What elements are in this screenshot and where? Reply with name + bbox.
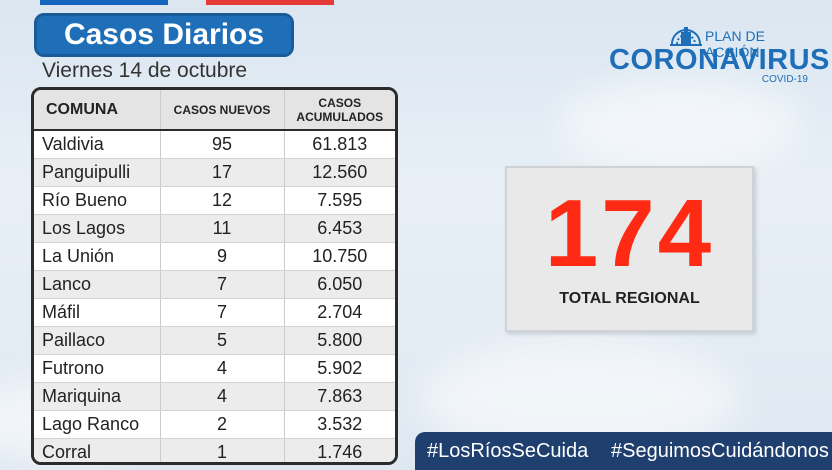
cell-comuna: Panguipulli: [34, 158, 161, 187]
flag-stripe: [40, 0, 334, 5]
cell-comuna: La Unión: [34, 242, 161, 271]
background-cloud: [560, 80, 800, 170]
table-row: Paillaco 5 5.800: [34, 326, 395, 355]
chilean-government-emblem-icon: [670, 27, 702, 46]
hashtag-bar: #LosRíosSeCuida #SeguimosCuidándonos: [415, 432, 832, 470]
page-title: Casos Diarios: [34, 13, 294, 57]
table-row: Río Bueno 12 7.595: [34, 186, 395, 215]
cell-casos-acumulados: 61.813: [284, 130, 395, 159]
cell-comuna: Lanco: [34, 270, 161, 299]
cell-casos-nuevos: 2: [160, 410, 285, 439]
cell-comuna: Mariquina: [34, 382, 161, 411]
cell-comuna: Paillaco: [34, 326, 161, 355]
cell-casos-acumulados: 10.750: [284, 242, 395, 271]
cell-casos-nuevos: 5: [160, 326, 285, 355]
cell-casos-nuevos: 4: [160, 382, 285, 411]
total-regional-card: 174 TOTAL REGIONAL: [505, 166, 754, 332]
column-header-casos-nuevos: CASOS NUEVOS: [160, 90, 285, 131]
cell-casos-acumulados: 6.050: [284, 270, 395, 299]
cell-comuna: Río Bueno: [34, 186, 161, 215]
table-row: Mariquina 4 7.863: [34, 382, 395, 411]
table-row: Valdivia 95 61.813: [34, 130, 395, 159]
table-row: Máfil 7 2.704: [34, 298, 395, 327]
logo-title: CORONAVIRUS: [609, 44, 830, 76]
column-header-casos-acumulados: CASOS ACUMULADOS: [284, 90, 395, 131]
cell-casos-nuevos: 95: [160, 130, 285, 159]
cell-comuna: Los Lagos: [34, 214, 161, 243]
cases-table: COMUNA CASOS NUEVOS CASOS ACUMULADOS Val…: [31, 87, 398, 465]
table-row: Lanco 7 6.050: [34, 270, 395, 299]
cell-casos-acumulados: 6.453: [284, 214, 395, 243]
cell-casos-nuevos: 9: [160, 242, 285, 271]
hashtag-seguimos: #SeguimosCuidándonos: [611, 440, 829, 462]
cell-casos-nuevos: 4: [160, 354, 285, 383]
cell-comuna: Corral: [34, 438, 161, 462]
column-header-comuna: COMUNA: [34, 90, 161, 131]
cell-casos-nuevos: 1: [160, 438, 285, 462]
total-cases-value: 174: [544, 180, 715, 287]
table-row: Panguipulli 17 12.560: [34, 158, 395, 187]
cell-casos-acumulados: 5.800: [284, 326, 395, 355]
cell-casos-acumulados: 7.863: [284, 382, 395, 411]
cell-casos-nuevos: 7: [160, 270, 285, 299]
cell-casos-nuevos: 7: [160, 298, 285, 327]
table-row: Futrono 4 5.902: [34, 354, 395, 383]
cell-casos-acumulados: 3.532: [284, 410, 395, 439]
cell-casos-acumulados: 7.595: [284, 186, 395, 215]
logo-plan-text: PLAN DE ACCIÓN: [705, 28, 765, 60]
table-row: Los Lagos 11 6.453: [34, 214, 395, 243]
cell-casos-acumulados: 12.560: [284, 158, 395, 187]
hashtag-losrios: #LosRíosSeCuida: [427, 440, 589, 462]
cell-casos-acumulados: 1.746: [284, 438, 395, 462]
cell-comuna: Máfil: [34, 298, 161, 327]
report-date: Viernes 14 de octubre: [42, 59, 248, 82]
cell-casos-nuevos: 12: [160, 186, 285, 215]
table-row: La Unión 9 10.750: [34, 242, 395, 271]
cell-casos-acumulados: 2.704: [284, 298, 395, 327]
table-row: Lago Ranco 2 3.532: [34, 410, 395, 439]
table-row: Corral 1 1.746: [34, 438, 395, 462]
cell-comuna: Valdivia: [34, 130, 161, 159]
cell-comuna: Lago Ranco: [34, 410, 161, 439]
cell-casos-acumulados: 5.902: [284, 354, 395, 383]
cell-casos-nuevos: 11: [160, 214, 285, 243]
logo-subtitle: COVID-19: [761, 74, 808, 85]
coronavirus-plan-logo: PLAN DE ACCIÓN CORONAVIRUS COVID-19: [606, 24, 829, 90]
cell-casos-nuevos: 17: [160, 158, 285, 187]
total-cases-label: TOTAL REGIONAL: [559, 290, 700, 307]
cell-comuna: Futrono: [34, 354, 161, 383]
